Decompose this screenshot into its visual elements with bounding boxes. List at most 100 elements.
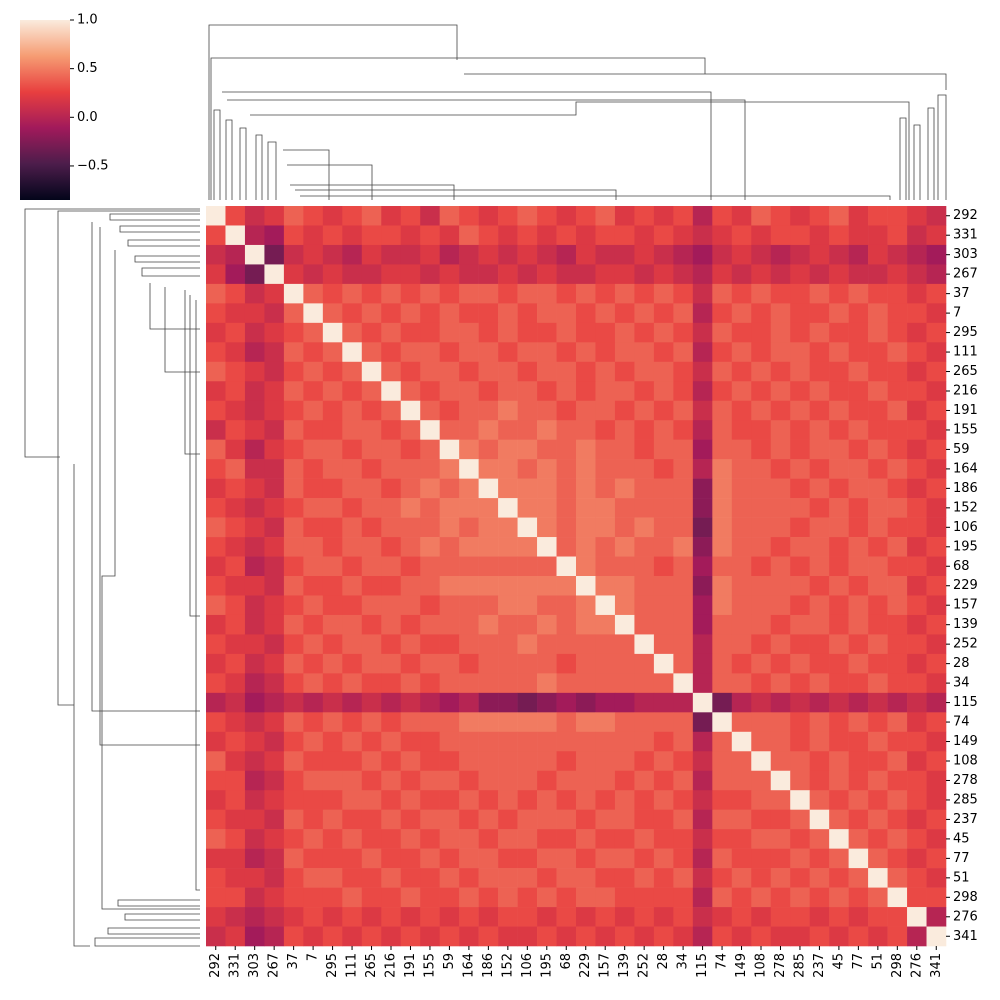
x-tick-label: 278 [773, 953, 788, 978]
heatmap-cell [537, 576, 557, 596]
heatmap-cell [673, 868, 694, 888]
heatmap-cell [887, 225, 908, 246]
heatmap-cell [692, 459, 713, 479]
heatmap-cell [420, 556, 440, 577]
heatmap-cell [790, 244, 810, 265]
heatmap-cell [264, 303, 285, 324]
heatmap-cell [887, 692, 908, 713]
y-tick-label: 285 [953, 792, 978, 807]
heatmap-cell [556, 868, 577, 888]
heatmap-cell [790, 517, 810, 538]
heatmap-cell [420, 478, 440, 499]
heatmap-cell [400, 361, 421, 382]
heatmap-cell [770, 868, 791, 888]
x-tick-label: 195 [539, 953, 554, 978]
heatmap-cell [926, 614, 947, 635]
heatmap-cell [400, 887, 421, 908]
heatmap-cell [322, 790, 343, 810]
y-tick-label: 157 [953, 598, 978, 613]
heatmap-cell [712, 225, 733, 246]
heatmap-cell [751, 848, 772, 869]
heatmap-cell [381, 868, 402, 888]
heatmap-cell [731, 634, 752, 655]
heatmap-cell [478, 653, 499, 674]
heatmap-cell [712, 322, 733, 343]
heatmap-cell [361, 887, 382, 908]
heatmap-cell [537, 829, 557, 849]
heatmap-cell [634, 790, 655, 810]
heatmap-cell [790, 361, 810, 382]
heatmap-cell [790, 537, 810, 557]
heatmap-cell [868, 829, 888, 849]
heatmap-cell [751, 790, 772, 810]
heatmap-cell [517, 517, 538, 538]
x-tick-label: 276 [909, 953, 924, 978]
heatmap-cell [342, 498, 363, 518]
heatmap-cell [770, 692, 791, 713]
heatmap-cell [459, 459, 479, 479]
heatmap-cell [770, 751, 791, 772]
heatmap-cell [498, 264, 518, 285]
heatmap-cell [283, 283, 304, 304]
heatmap-cell [673, 576, 694, 596]
heatmap-cell [206, 692, 226, 713]
heatmap [206, 206, 947, 947]
heatmap-cell [770, 848, 791, 869]
heatmap-cell [790, 731, 810, 752]
heatmap-cell [517, 576, 538, 596]
heatmap-cell [459, 907, 479, 927]
heatmap-cell [692, 614, 713, 635]
heatmap-cell [907, 595, 927, 616]
heatmap-cell [634, 809, 655, 830]
heatmap-cell [731, 556, 752, 577]
heatmap-cell [887, 537, 908, 557]
heatmap-cell [731, 381, 752, 402]
heatmap-cell [712, 556, 733, 577]
heatmap-cell [420, 225, 440, 246]
heatmap-cell [556, 556, 577, 577]
heatmap-cell [439, 206, 460, 226]
heatmap-cell [517, 244, 538, 265]
heatmap-cell [225, 459, 246, 479]
heatmap-cell [926, 283, 947, 304]
heatmap-cell [478, 498, 499, 518]
heatmap-cell [381, 439, 402, 460]
heatmap-cell [595, 712, 616, 733]
heatmap-cell [926, 576, 947, 596]
heatmap-cell [322, 887, 343, 908]
heatmap-cell [673, 653, 694, 674]
heatmap-cell [848, 283, 869, 304]
heatmap-cell [537, 478, 557, 499]
heatmap-cell [751, 459, 772, 479]
heatmap-cell [478, 264, 499, 285]
heatmap-cell [829, 225, 849, 246]
heatmap-cell [342, 556, 363, 577]
heatmap-cell [751, 400, 772, 421]
heatmap-cell [361, 770, 382, 791]
heatmap-cell [673, 225, 694, 246]
y-tick-label: 106 [953, 520, 978, 535]
heatmap-cell [322, 673, 343, 694]
x-tick-label: 267 [267, 953, 282, 978]
heatmap-cell [498, 283, 518, 304]
heatmap-cell [206, 283, 226, 304]
heatmap-cell [225, 576, 246, 596]
heatmap-cell [848, 712, 869, 733]
heatmap-cell [439, 770, 460, 791]
heatmap-cell [634, 283, 655, 304]
heatmap-cell [264, 731, 285, 752]
heatmap-cell [264, 907, 285, 927]
heatmap-cell [206, 517, 226, 538]
heatmap-cell [692, 653, 713, 674]
heatmap-cell [244, 731, 265, 752]
heatmap-cell [244, 206, 265, 226]
heatmap-cell [868, 731, 888, 752]
heatmap-cell [420, 614, 440, 635]
heatmap-cell [478, 303, 499, 324]
heatmap-cell [225, 926, 246, 947]
heatmap-cell [244, 498, 265, 518]
heatmap-cell [673, 770, 694, 791]
heatmap-cell [731, 595, 752, 616]
heatmap-cell [887, 673, 908, 694]
